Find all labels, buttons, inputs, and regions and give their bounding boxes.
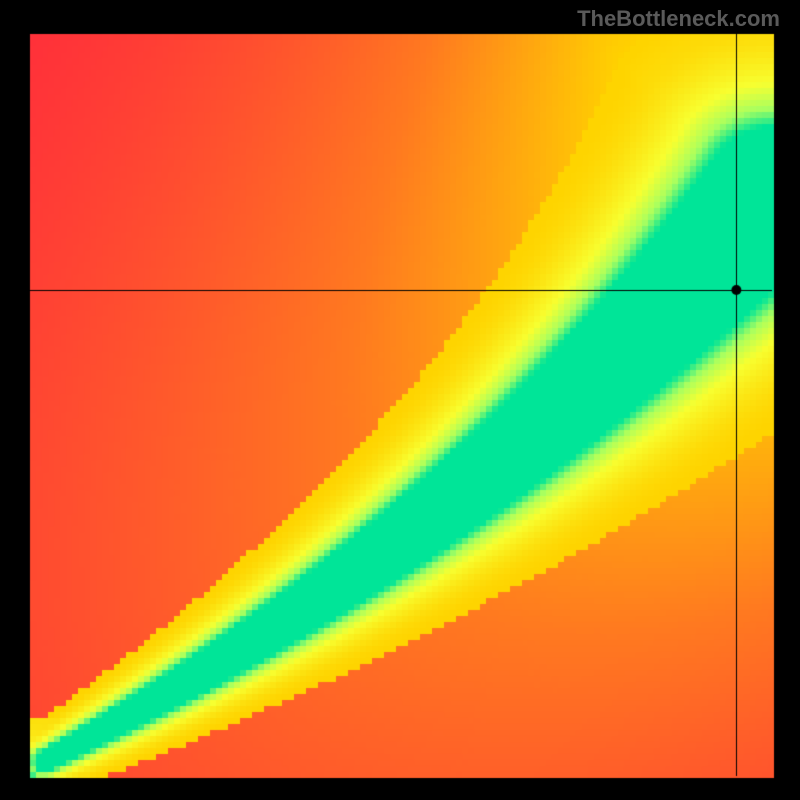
watermark-text: TheBottleneck.com xyxy=(577,6,780,32)
heatmap-plot xyxy=(0,0,800,800)
chart-container: TheBottleneck.com xyxy=(0,0,800,800)
